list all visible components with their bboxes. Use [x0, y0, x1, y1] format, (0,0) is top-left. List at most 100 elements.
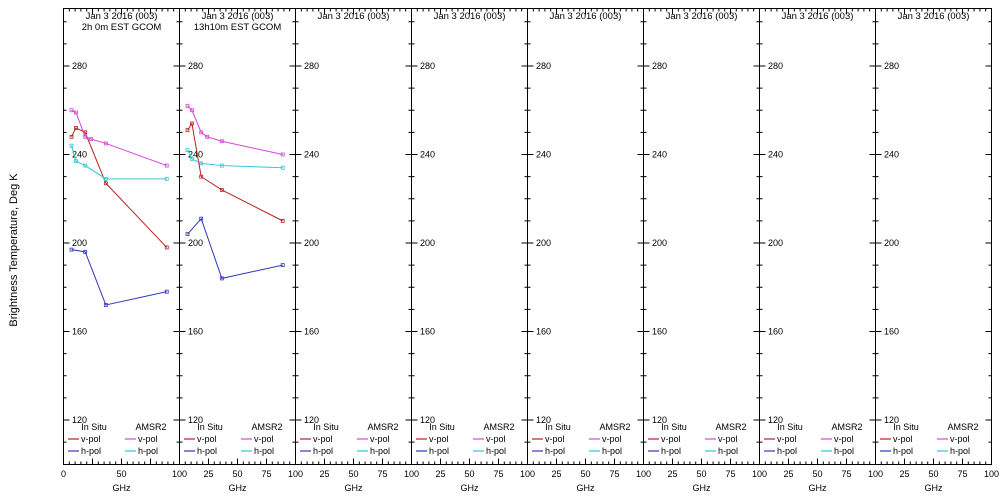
legend-label: v-pol: [313, 434, 333, 444]
y-tick-label: 240: [72, 150, 87, 160]
y-tick-label: 200: [652, 238, 667, 248]
series-line-in-situ-v-pol: [71, 127, 168, 248]
x-tick-label: 25: [203, 469, 213, 479]
series-marker-amsr2-h-pol: [83, 163, 88, 168]
x-tick-label: 75: [261, 469, 271, 479]
series-marker-amsr2-v-pol: [83, 134, 88, 139]
panel-2: Jan 3 2016 (003)13h10m EST GCOM 120 160 200…: [179, 8, 303, 493]
legend-col-in-situ: In Situ: [777, 422, 803, 432]
legend-label: v-pol: [545, 434, 565, 444]
legend-label: v-pol: [138, 434, 158, 444]
panel-7: Jan 3 2016 (003) 120 160 200 240 280 25 50 75 100…: [759, 8, 883, 493]
y-tick-label: 240: [536, 150, 551, 160]
plot-subtitle: 2h 0m EST GCOM: [82, 22, 162, 33]
legend-label: v-pol: [81, 434, 101, 444]
series-marker-amsr2-v-pol: [280, 152, 285, 157]
y-tick-label: 160: [652, 327, 667, 337]
plot-title: Jan 3 2016 (003): [318, 11, 390, 22]
legend-label: h-pol: [718, 446, 738, 456]
legend-label: v-pol: [834, 434, 854, 444]
x-tick-label: 50: [348, 469, 358, 479]
series-marker-amsr2-v-pol: [190, 108, 194, 113]
x-tick-label: 100: [172, 469, 187, 479]
plot-subtitle: 13h10m EST GCOM: [194, 22, 282, 33]
series-marker-in-situ-h-pol: [83, 249, 88, 254]
y-tick-label: 240: [420, 150, 435, 160]
x-tick-label: 50: [580, 469, 590, 479]
x-tick-label: 25: [783, 469, 793, 479]
x-tick-label: 75: [725, 469, 735, 479]
y-tick-label: 200: [304, 238, 319, 248]
series-line-amsr2-h-pol: [71, 145, 167, 180]
series-marker-in-situ-h-pol: [164, 289, 169, 294]
x-axis-label: GHz: [345, 483, 364, 493]
y-tick-label: 280: [536, 61, 551, 71]
x-tick-label: 50: [116, 469, 126, 479]
y-tick-label: 240: [188, 150, 203, 160]
x-tick-label: 100: [404, 469, 419, 479]
legend-label: v-pol: [197, 434, 217, 444]
y-tick-label: 160: [768, 327, 783, 337]
legend-label: v-pol: [429, 434, 449, 444]
x-axis-label: GHz: [809, 483, 828, 493]
legend-label: v-pol: [602, 434, 622, 444]
legend-col-amsr2: AMSR2: [599, 422, 630, 432]
x-tick-label: 100: [636, 469, 651, 479]
panel-3: Jan 3 2016 (003) 120 160 200 240 280 25 50 75 100…: [295, 8, 419, 493]
legend-col-amsr2: AMSR2: [251, 422, 282, 432]
x-tick-label: 75: [493, 469, 503, 479]
legend-label: h-pol: [893, 446, 913, 456]
legend-label: h-pol: [81, 446, 101, 456]
x-tick-label: 50: [812, 469, 822, 479]
legend-label: h-pol: [602, 446, 622, 456]
series-marker-in-situ-v-pol: [185, 128, 190, 133]
plot-box: [759, 8, 876, 465]
series-marker-amsr2-v-pol: [69, 108, 74, 113]
x-tick-label: 25: [667, 469, 677, 479]
legend-col-amsr2: AMSR2: [947, 422, 978, 432]
y-tick-label: 200: [72, 238, 87, 248]
series-line-amsr2-v-pol: [71, 109, 167, 167]
x-tick-label: 50: [232, 469, 242, 479]
legend-label: h-pol: [834, 446, 854, 456]
series-marker-in-situ-v-pol: [219, 187, 224, 192]
series-marker-amsr2-h-pol: [190, 157, 194, 161]
legend-col-in-situ: In Situ: [429, 422, 455, 432]
x-tick-label: 100: [288, 469, 303, 479]
y-tick-label: 200: [536, 238, 551, 248]
legend-label: h-pol: [777, 446, 797, 456]
y-tick-label: 160: [188, 327, 203, 337]
legend-label: v-pol: [370, 434, 390, 444]
legend-label: h-pol: [254, 446, 274, 456]
legend-label: h-pol: [545, 446, 565, 456]
y-tick-label: 280: [884, 61, 899, 71]
x-tick-label: 100: [752, 469, 767, 479]
legend-label: h-pol: [486, 446, 506, 456]
x-tick-label: 25: [435, 469, 445, 479]
plot-box: [527, 8, 644, 465]
y-tick-label: 160: [304, 327, 319, 337]
plot-title: Jan 3 2016 (003): [434, 11, 506, 22]
plot-box: [295, 8, 412, 465]
series-marker-in-situ-h-pol: [69, 247, 74, 252]
legend-label: v-pol: [486, 434, 506, 444]
series-marker-amsr2-h-pol: [74, 159, 78, 164]
y-tick-label: 200: [188, 238, 203, 248]
series-marker-amsr2-h-pol: [69, 143, 74, 148]
y-tick-label: 240: [884, 150, 899, 160]
series-marker-in-situ-v-pol: [199, 174, 204, 179]
plot-box: [643, 8, 760, 465]
series-marker-amsr2-v-pol: [164, 163, 169, 168]
y-tick-label: 200: [884, 238, 899, 248]
x-tick-label: 50: [928, 469, 938, 479]
y-tick-label: 160: [884, 327, 899, 337]
y-tick-label: 240: [304, 150, 319, 160]
x-tick-label: 100: [520, 469, 535, 479]
x-tick-label: 100: [868, 469, 883, 479]
panel-8: Jan 3 2016 (003) 120 160 200 240 280 25 50 75 100…: [875, 8, 999, 493]
legend-label: v-pol: [254, 434, 274, 444]
plot-title: Jan 3 2016 (003): [666, 11, 738, 22]
legend-label: h-pol: [138, 446, 158, 456]
plot-title: Jan 3 2016 (003): [782, 11, 854, 22]
